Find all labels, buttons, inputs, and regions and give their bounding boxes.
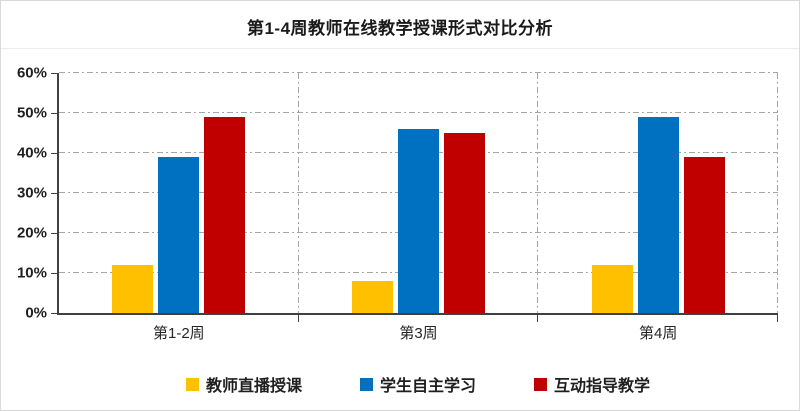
y-axis-tick	[51, 272, 58, 274]
legend: 教师直播授课 学生自主学习 互动指导教学	[1, 372, 799, 396]
bar-学生自主学习	[637, 117, 679, 313]
y-axis-tick	[51, 152, 58, 154]
x-axis-line	[57, 313, 778, 315]
bar-group	[59, 73, 299, 313]
bar-group	[299, 73, 539, 313]
bar-互动指导教学	[444, 133, 485, 313]
x-axis-labels: 第1-2周 第3周 第4周	[59, 322, 778, 343]
bar-互动指导教学	[204, 117, 246, 313]
legend-item: 互动指导教学	[534, 372, 650, 396]
h-gridline	[59, 72, 778, 73]
bar-group	[538, 73, 778, 313]
bar-学生自主学习	[398, 129, 439, 313]
x-axis-label: 第4周	[639, 325, 678, 342]
y-axis-tick-label: 10%	[16, 264, 47, 282]
title-divider	[1, 48, 799, 49]
legend-label: 互动指导教学	[554, 378, 651, 395]
y-axis-tick-label: 20%	[16, 224, 47, 242]
legend-label: 教师直播授课	[205, 378, 302, 395]
bar-教师直播授课	[112, 265, 154, 313]
y-axis-tick-label: 60%	[16, 64, 47, 82]
bar-groups	[59, 73, 778, 313]
x-axis-label: 第3周	[399, 325, 438, 342]
plot-area: 0% 10% 20% 30% 40% 50% 60%	[17, 65, 778, 322]
bar-教师直播授课	[352, 281, 393, 313]
y-axis-tick	[51, 192, 58, 194]
h-gridline	[59, 112, 778, 113]
legend-item: 学生自主学习	[359, 372, 476, 396]
x-axis-tick	[777, 314, 778, 322]
v-gridline	[777, 73, 778, 313]
bar-学生自主学习	[158, 157, 200, 313]
legend-marker-icon	[534, 377, 547, 391]
bar-互动指导教学	[683, 157, 725, 313]
y-axis-tick	[51, 232, 58, 234]
y-axis-tick	[51, 112, 58, 114]
x-axis-tick	[537, 314, 539, 322]
chart-title: 第1-4周教师在线教学授课形式对比分析	[246, 19, 554, 38]
legend-marker-icon	[359, 377, 373, 391]
legend-marker-icon	[185, 377, 199, 391]
y-axis-line	[57, 73, 59, 313]
y-axis-tick	[51, 312, 58, 314]
y-axis-tick	[51, 72, 58, 74]
y-axis-tick-label: 30%	[16, 184, 47, 202]
y-axis-tick-label: 40%	[16, 144, 47, 162]
y-axis-tick-label: 0%	[25, 304, 47, 322]
v-gridline	[537, 73, 539, 313]
y-axis-tick-label: 50%	[16, 104, 47, 122]
bar-教师直播授课	[591, 265, 633, 313]
legend-item: 教师直播授课	[185, 372, 302, 396]
v-gridline	[297, 73, 299, 313]
x-axis-tick	[297, 314, 299, 322]
x-axis-label: 第1-2周	[152, 325, 205, 342]
legend-label: 学生自主学习	[379, 378, 476, 395]
